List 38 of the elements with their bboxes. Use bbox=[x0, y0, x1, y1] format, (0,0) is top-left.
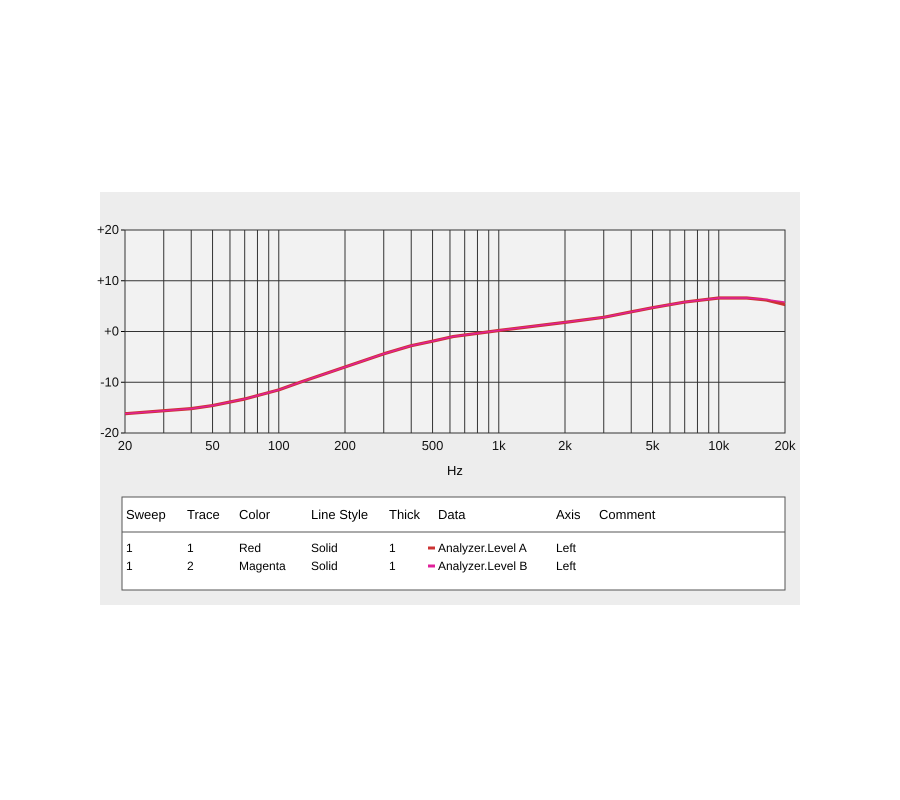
x-tick-label: 100 bbox=[268, 438, 290, 454]
text: Trace bbox=[187, 507, 220, 522]
text: Color bbox=[239, 507, 271, 522]
legend-label: Analyzer.Level B bbox=[438, 559, 528, 573]
text: 1 bbox=[126, 559, 133, 573]
text: 1 bbox=[389, 541, 396, 555]
y-tick-label: +20 bbox=[96, 222, 119, 238]
y-tick-label: -10 bbox=[100, 374, 119, 390]
text: Magenta bbox=[239, 559, 286, 573]
text: Data bbox=[438, 507, 466, 522]
text: Solid bbox=[311, 559, 338, 573]
text: Solid bbox=[311, 541, 338, 555]
text: Comment bbox=[599, 507, 656, 522]
x-tick-label: 2k bbox=[558, 438, 572, 454]
x-tick-label: 200 bbox=[334, 438, 356, 454]
text: Sweep bbox=[126, 507, 166, 522]
x-tick-label: 5k bbox=[646, 438, 660, 454]
text: Axis bbox=[556, 507, 582, 522]
x-tick-label: 20k bbox=[774, 438, 796, 454]
text: 1 bbox=[389, 559, 396, 573]
y-tick-label: +0 bbox=[104, 324, 119, 339]
text: 2 bbox=[187, 559, 194, 573]
y-tick-label: +10 bbox=[96, 272, 119, 288]
x-tick-label: 1k bbox=[492, 438, 506, 454]
text: 1 bbox=[187, 541, 194, 555]
x-tick-label: 20 bbox=[118, 438, 132, 454]
text: Left bbox=[556, 541, 577, 555]
text: Thick bbox=[389, 507, 421, 522]
text: Left bbox=[556, 559, 577, 573]
text: 1 bbox=[126, 541, 133, 555]
legend-label: Analyzer.Level A bbox=[438, 541, 527, 555]
y-tick-label: -20 bbox=[100, 425, 119, 440]
text: Line Style bbox=[311, 507, 368, 522]
text: Red bbox=[239, 541, 262, 555]
x-axis-title: Hz bbox=[447, 463, 463, 478]
x-tick-label: 500 bbox=[422, 438, 444, 454]
x-tick-label: 50 bbox=[205, 438, 220, 454]
x-tick-label: 10k bbox=[708, 438, 730, 454]
